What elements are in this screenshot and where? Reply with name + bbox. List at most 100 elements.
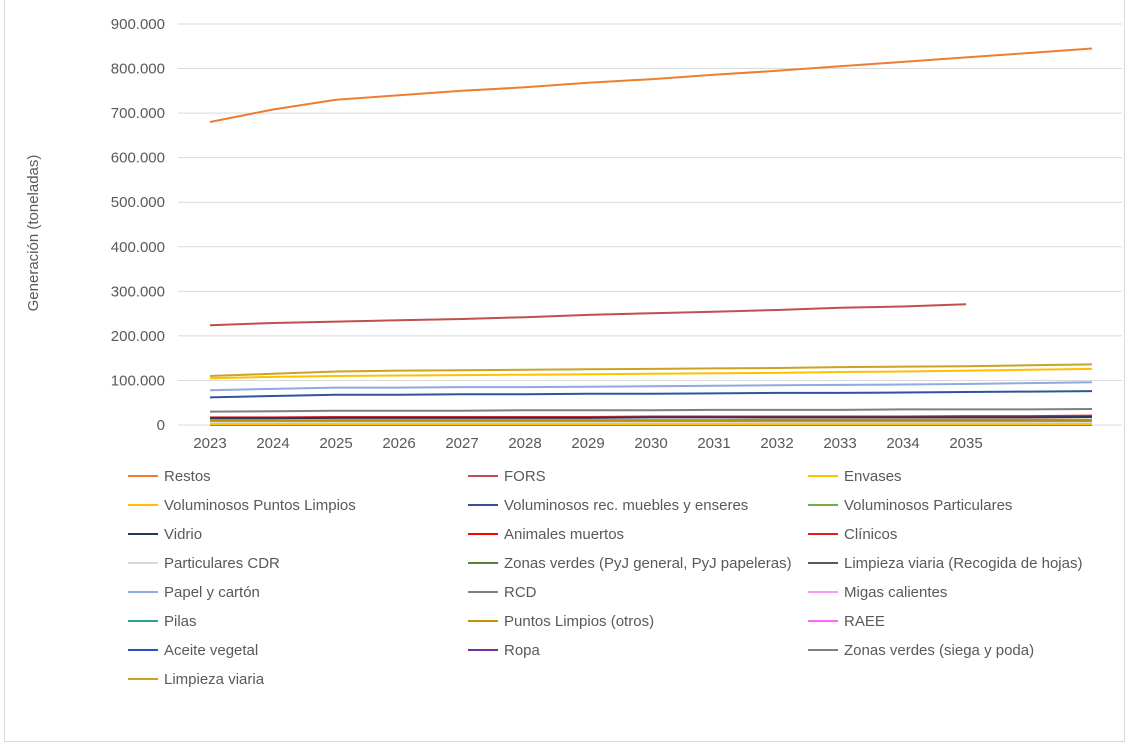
- y-tick-label: 100.000: [111, 372, 165, 389]
- x-tick-label: 2023: [193, 435, 226, 452]
- legend-item: Puntos Limpios (otros): [468, 611, 654, 631]
- legend-item: Aceite vegetal: [128, 640, 258, 660]
- legend-label: Voluminosos rec. muebles y enseres: [504, 496, 749, 514]
- legend-item: Voluminosos Particulares: [808, 495, 1012, 515]
- legend-swatch: [128, 533, 158, 535]
- legend-item: Particulares CDR: [128, 553, 280, 573]
- legend-swatch: [468, 591, 498, 593]
- legend-label: Pilas: [164, 612, 197, 630]
- legend-item: Envases: [808, 466, 902, 486]
- legend-item: Voluminosos Puntos Limpios: [128, 495, 356, 515]
- legend-label: RAEE: [844, 612, 885, 630]
- legend-item: Zonas verdes (siega y poda): [808, 640, 1034, 660]
- legend-item: Zonas verdes (PyJ general, PyJ papeleras…: [468, 553, 792, 573]
- legend-swatch: [468, 475, 498, 477]
- legend-item: Pilas: [128, 611, 197, 631]
- legend-label: Puntos Limpios (otros): [504, 612, 655, 630]
- series-line: [209, 367, 1093, 380]
- legend-swatch: [468, 649, 498, 651]
- legend-label: Restos: [164, 467, 211, 485]
- legend-swatch: [128, 475, 158, 477]
- series-line: [209, 47, 1093, 123]
- legend-swatch: [128, 591, 158, 593]
- series-line: [210, 416, 1093, 420]
- legend-label: Voluminosos Particulares: [844, 496, 1013, 514]
- legend-label: Animales muertos: [504, 525, 625, 543]
- legend-swatch: [128, 678, 158, 680]
- legend-item: Migas calientes: [808, 582, 947, 602]
- legend-label: Zonas verdes (PyJ general, PyJ papeleras…: [504, 554, 792, 572]
- legend-item: RAEE: [808, 611, 885, 631]
- legend-swatch: [468, 562, 498, 564]
- y-tick-label: 800.000: [111, 61, 165, 78]
- legend-label: Particulares CDR: [164, 554, 280, 572]
- legend-swatch: [808, 533, 838, 535]
- series-line: [210, 418, 1092, 422]
- legend-item: Limpieza viaria: [128, 669, 264, 689]
- legend-swatch: [808, 591, 838, 593]
- legend-label: Zonas verdes (siega y poda): [844, 641, 1035, 659]
- legend-swatch: [128, 562, 158, 564]
- legend-swatch: [808, 562, 838, 564]
- legend-swatch: [128, 504, 158, 506]
- legend-item: Voluminosos rec. muebles y enseres: [468, 495, 748, 515]
- y-tick-label: 900.000: [111, 16, 165, 33]
- series-line: [209, 408, 1093, 413]
- series-line: [209, 390, 1093, 399]
- legend-swatch: [808, 649, 838, 651]
- x-tick-label: 2027: [445, 435, 478, 452]
- legend-item: Papel y cartón: [128, 582, 260, 602]
- legend-label: Limpieza viaria: [164, 670, 265, 688]
- legend-item: Animales muertos: [468, 524, 624, 544]
- x-tick-label: 2031: [697, 435, 730, 452]
- x-tick-label: 2033: [823, 435, 856, 452]
- y-tick-label: 300.000: [111, 283, 165, 300]
- series-line: [209, 381, 1093, 392]
- legend-label: Limpieza viaria (Recogida de hojas): [844, 554, 1083, 572]
- legend-label: Voluminosos Puntos Limpios: [164, 496, 356, 514]
- legend-label: Ropa: [504, 641, 540, 659]
- gridlines: [178, 23, 1122, 426]
- y-axis-label: Generación (toneladas): [25, 155, 42, 312]
- legend-label: Aceite vegetal: [164, 641, 259, 659]
- legend-label: Vidrio: [164, 525, 203, 543]
- x-axis-ticks: 2023 2024 2025 2026 2027 2028 2029 2030 2031 2032…: [193, 435, 982, 452]
- legend-label: Clínicos: [844, 525, 898, 543]
- legend-label: Migas calientes: [844, 583, 948, 601]
- y-tick-label: 500.000: [111, 194, 165, 211]
- series-line: [209, 363, 1093, 377]
- x-tick-label: 2030: [634, 435, 667, 452]
- x-tick-label: 2029: [571, 435, 604, 452]
- chart-frame: [4, 0, 1125, 742]
- legend-swatch: [468, 620, 498, 622]
- legend-label: Envases: [844, 467, 902, 485]
- legend-swatch: [808, 504, 838, 506]
- legend-label: FORS: [504, 467, 546, 485]
- x-tick-label: 2026: [382, 435, 415, 452]
- y-axis-ticks: 0 100.000 200.000 300.000 400.000 500.000 600.…: [111, 16, 165, 434]
- series-lines: [209, 47, 1093, 426]
- legend-item: Restos: [128, 466, 211, 486]
- legend-item: Ropa: [468, 640, 540, 660]
- legend-item: Clínicos: [808, 524, 897, 544]
- legend-item: Vidrio: [128, 524, 202, 544]
- legend-swatch: [468, 504, 498, 506]
- legend-item: FORS: [468, 466, 546, 486]
- y-tick-label: 0: [157, 417, 165, 434]
- series-line: [209, 303, 967, 327]
- legend-swatch: [808, 620, 838, 622]
- x-tick-label: 2034: [886, 435, 919, 452]
- legend-label: RCD: [504, 583, 537, 601]
- x-tick-label: 2028: [508, 435, 541, 452]
- y-tick-label: 200.000: [111, 328, 165, 345]
- y-tick-label: 600.000: [111, 150, 165, 167]
- x-tick-label: 2024: [256, 435, 289, 452]
- legend-swatch: [808, 475, 838, 477]
- legend-swatch: [128, 649, 158, 651]
- legend-item: RCD: [468, 582, 537, 602]
- y-tick-label: 400.000: [111, 239, 165, 256]
- legend-swatch: [468, 533, 498, 535]
- y-tick-label: 700.000: [111, 105, 165, 122]
- x-tick-label: 2032: [760, 435, 793, 452]
